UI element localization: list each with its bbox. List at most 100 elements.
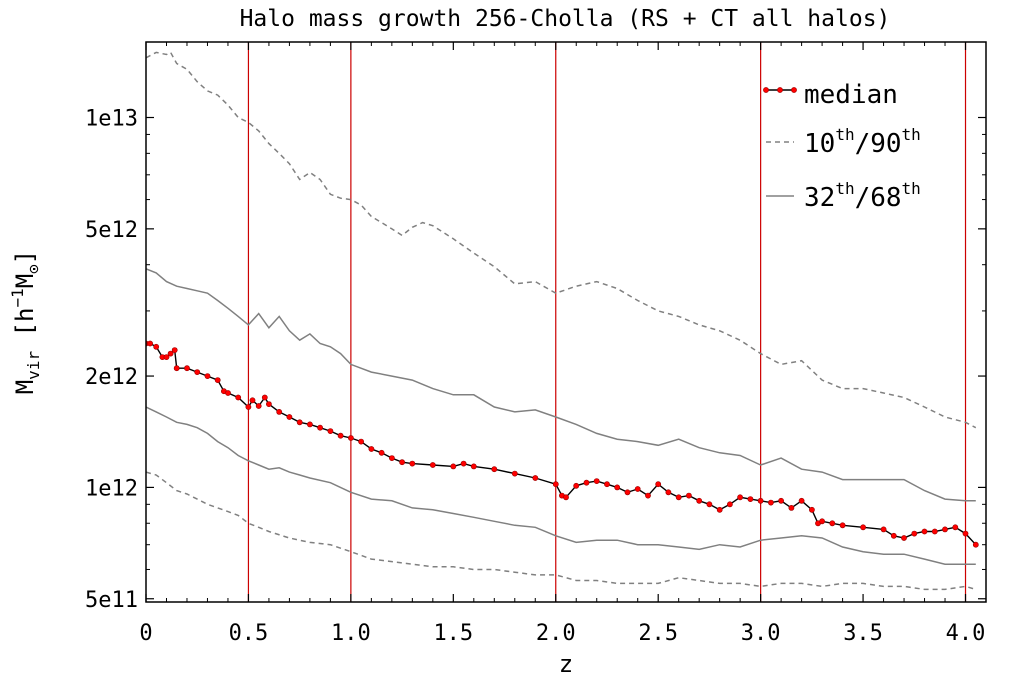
median-point: [593, 478, 600, 484]
legend-text-10-90: 10th/90th: [804, 125, 921, 159]
median-point: [204, 373, 211, 379]
median-point: [470, 463, 477, 470]
median-point: [173, 365, 180, 372]
series-line-p10_90_upper: [146, 51, 977, 429]
y-axis: 5e11 1e12 2e12 5e12 1e13: [85, 107, 986, 613]
median-point: [921, 528, 928, 535]
legend: median 10th/90th 32th/68th: [763, 80, 921, 213]
median-point: [624, 489, 631, 496]
y-tick-label: 1e12: [85, 476, 138, 501]
median-point: [768, 499, 774, 506]
median-point: [450, 463, 457, 470]
x-tick-label: 0: [139, 621, 152, 646]
x-tick-label: 2.0: [536, 621, 576, 646]
median-point: [261, 394, 268, 401]
median-point: [347, 435, 354, 441]
legend-marker-median: [791, 87, 797, 93]
median-point: [286, 414, 293, 420]
series-layer: [146, 51, 979, 591]
median-point: [214, 377, 221, 383]
median-point: [798, 497, 805, 504]
median-point: [171, 347, 178, 353]
median-point: [573, 482, 580, 489]
chart-title: Halo mass growth 256-Cholla (RS + CT all…: [240, 6, 891, 32]
median-point: [225, 390, 231, 396]
median-point: [358, 438, 364, 445]
median-point: [655, 481, 662, 488]
x-tick-label: 0.5: [229, 621, 269, 646]
median-point: [839, 522, 846, 529]
median-point: [532, 475, 539, 481]
median-point: [583, 479, 590, 486]
median-point: [511, 470, 518, 477]
median-point: [337, 432, 344, 439]
x-tick-label: 3.5: [843, 621, 883, 646]
median-point: [901, 535, 907, 541]
plot-frame: [145, 41, 987, 603]
median-point: [860, 524, 866, 531]
median-point: [614, 484, 621, 491]
x-tick-label: 2.5: [638, 621, 678, 646]
median-point: [675, 494, 682, 501]
median-point: [399, 459, 405, 466]
x-tick-label: 1.0: [331, 621, 371, 646]
median-point: [491, 466, 498, 473]
x-tick-label: 4.0: [946, 621, 986, 646]
median-point: [184, 365, 190, 372]
median-point: [716, 506, 723, 513]
median-point: [265, 401, 272, 407]
series-line-p32_68_lower: [146, 406, 976, 565]
median-point: [604, 481, 610, 488]
legend-text-32-68: 32th/68th: [804, 179, 921, 213]
median-point: [153, 343, 160, 350]
median-point: [194, 369, 201, 375]
y-axis-label: Mvir [h−1M⊙]: [8, 250, 43, 395]
median-point: [829, 520, 836, 527]
median-point: [235, 394, 242, 401]
x-axis: 0 0.5 1.0 1.5 2.0 2.5 3.0 3.5 4.0: [139, 42, 985, 646]
median-point: [255, 403, 262, 409]
median-point: [665, 489, 672, 496]
x-tick-label: 3.0: [741, 621, 781, 646]
median-point: [952, 524, 959, 531]
median-point: [163, 354, 170, 360]
median-point: [317, 424, 323, 431]
median-point: [563, 494, 569, 501]
median-point: [757, 497, 764, 504]
median-point: [788, 504, 795, 511]
median-point: [147, 340, 153, 347]
median-point: [388, 455, 395, 461]
median-point: [429, 462, 436, 468]
median-point: [942, 526, 948, 533]
median-point: [245, 404, 252, 410]
median-point: [327, 428, 334, 434]
median-point: [409, 460, 416, 467]
median-point: [552, 481, 559, 488]
median-point: [972, 541, 979, 548]
y-tick-label: 1e13: [85, 107, 138, 132]
median-point: [368, 446, 375, 452]
x-axis-label: z: [559, 650, 573, 676]
y-tick-label: 2e12: [85, 365, 138, 390]
y-tick-label: 5e12: [85, 218, 138, 243]
median-point: [296, 419, 303, 426]
legend-marker-median: [763, 87, 769, 93]
median-point: [696, 497, 703, 504]
median-point: [706, 501, 713, 508]
y-tick-label: 5e11: [85, 588, 138, 613]
legend-item-32-68: 32th/68th: [766, 179, 921, 213]
median-point: [306, 421, 313, 428]
median-point: [931, 528, 938, 535]
median-point: [819, 518, 825, 525]
series-line-p10_90_lower: [146, 471, 977, 591]
median-point: [249, 397, 256, 404]
median-point: [378, 449, 385, 456]
series-line-p32_68_upper: [146, 268, 976, 502]
median-point: [747, 496, 754, 502]
median-point: [634, 486, 641, 492]
legend-item-median: median: [763, 80, 898, 110]
median-point: [890, 532, 897, 539]
median-point: [686, 492, 692, 499]
median-point: [737, 494, 743, 501]
